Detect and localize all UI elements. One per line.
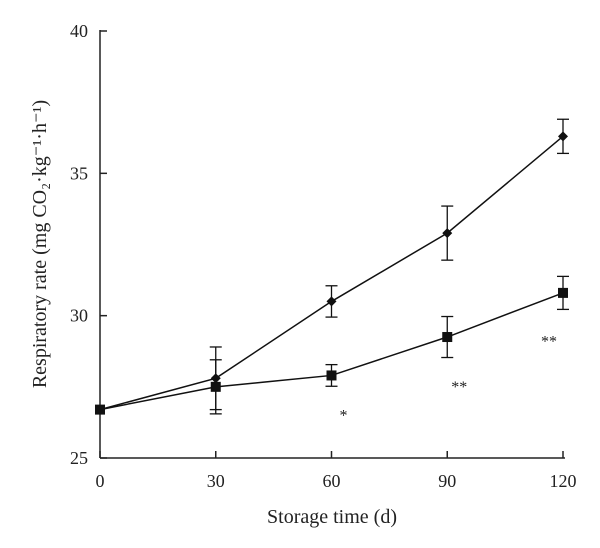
annotations: *****	[340, 333, 558, 424]
y-tick-label: 30	[70, 306, 88, 326]
ticks	[99, 30, 564, 459]
data-point-diamond	[442, 228, 453, 239]
data-point-diamond	[326, 296, 337, 307]
data-point-square	[326, 370, 337, 381]
x-tick-label: 120	[550, 471, 577, 491]
x-tick-label: 0	[96, 471, 105, 491]
x-axis-title: Storage time (d)	[267, 506, 397, 528]
tick-labels: 0 30 60 90 120 25 30 35 40	[70, 21, 577, 491]
x-tick-label: 30	[207, 471, 225, 491]
significance-marker: **	[451, 379, 467, 396]
data-point-square	[558, 287, 568, 298]
significance-marker: *	[340, 407, 348, 424]
data-point-square	[442, 332, 453, 343]
data-point-diamond	[558, 131, 568, 142]
y-tick-label: 35	[70, 163, 88, 183]
y-tick-label: 40	[70, 21, 88, 41]
series-2	[95, 275, 569, 415]
significance-marker: **	[541, 333, 557, 350]
y-axis-title: Respiratory rate (mg CO₂·kg⁻¹·h⁻¹)	[29, 100, 51, 388]
x-tick-label: 60	[323, 471, 341, 491]
series-group	[95, 118, 569, 415]
x-tick-label: 90	[438, 471, 456, 491]
data-point-square	[210, 381, 221, 392]
axes	[99, 30, 565, 459]
y-tick-label: 25	[70, 448, 88, 468]
data-point-square	[95, 404, 105, 415]
